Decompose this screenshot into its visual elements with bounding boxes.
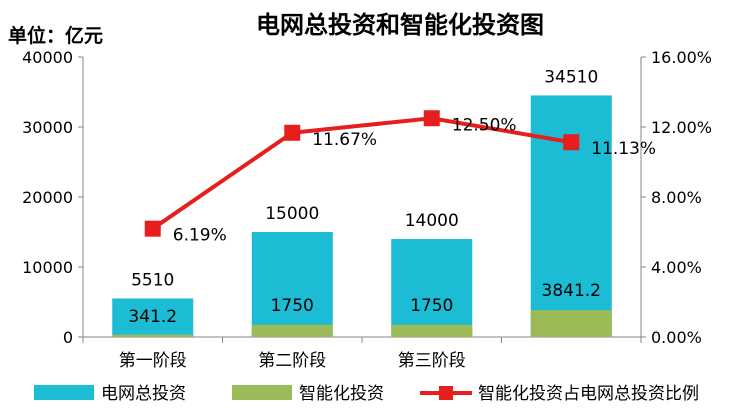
ratio-label: 12.50% [452, 115, 517, 135]
legend-swatch-ratio-marker [439, 386, 453, 400]
y-tick-label: 10000 [22, 258, 73, 277]
legend-label-smart: 智能化投资 [299, 384, 384, 404]
total-label: 5510 [131, 270, 174, 290]
y-tick-label: 30000 [22, 118, 73, 137]
bar-smart [530, 310, 612, 337]
total-label: 15000 [265, 204, 319, 224]
x-tick-label: 第二阶段 [258, 351, 326, 371]
chart-title: 电网总投资和智能化投资图 [256, 11, 544, 39]
legend-swatch-total [34, 385, 94, 400]
unit-label: 单位：亿元 [8, 24, 103, 47]
y-tick-label: 40000 [22, 48, 73, 67]
ratio-point [284, 124, 301, 141]
y-tick-label: 0 [63, 328, 73, 347]
y-tick-label: 20000 [22, 188, 73, 207]
ratio-point [423, 110, 440, 127]
smart-label: 1750 [410, 296, 453, 316]
y2-tick-label: 16.00% [651, 48, 712, 67]
bar-total [112, 298, 194, 337]
ratio-label: 11.13% [591, 139, 656, 159]
y2-tick-label: 12.00% [651, 118, 712, 137]
axes: 0 10000 20000 30000 40000 0.00% 4.00% 8.00% 12.0… [22, 48, 712, 371]
bar-total [251, 232, 333, 337]
data-labels: 5510 15000 14000 34510 341.2 1750 1750 3841.2 6.… [128, 67, 656, 327]
smart-label: 1750 [271, 296, 314, 316]
bar-smart [391, 324, 473, 337]
y2-tick-label: 0.00% [651, 328, 702, 347]
legend-swatch-smart [232, 385, 292, 400]
ratio-label: 11.67% [312, 130, 377, 150]
legend: 电网总投资 智能化投资 智能化投资占电网总投资比例 [34, 384, 699, 404]
y2-tick-label: 8.00% [651, 188, 702, 207]
legend-label-total: 电网总投资 [101, 384, 186, 404]
smart-label: 341.2 [128, 307, 177, 327]
ratio-label: 6.19% [173, 226, 227, 246]
smart-label: 3841.2 [542, 281, 601, 301]
bar-smart [251, 324, 333, 337]
total-label: 34510 [544, 67, 598, 87]
ratio-point [563, 134, 580, 151]
total-label: 14000 [405, 211, 459, 231]
ratio-line-path [151, 116, 572, 231]
ratio-line [144, 110, 580, 237]
ratio-point [144, 220, 161, 237]
legend-label-ratio: 智能化投资占电网总投资比例 [478, 384, 699, 404]
x-tick-label: 第三阶段 [398, 351, 466, 371]
bar-total [391, 239, 473, 337]
y2-tick-label: 4.00% [651, 258, 702, 277]
x-tick-label: 第一阶段 [119, 351, 187, 371]
bar-smart [112, 334, 194, 337]
